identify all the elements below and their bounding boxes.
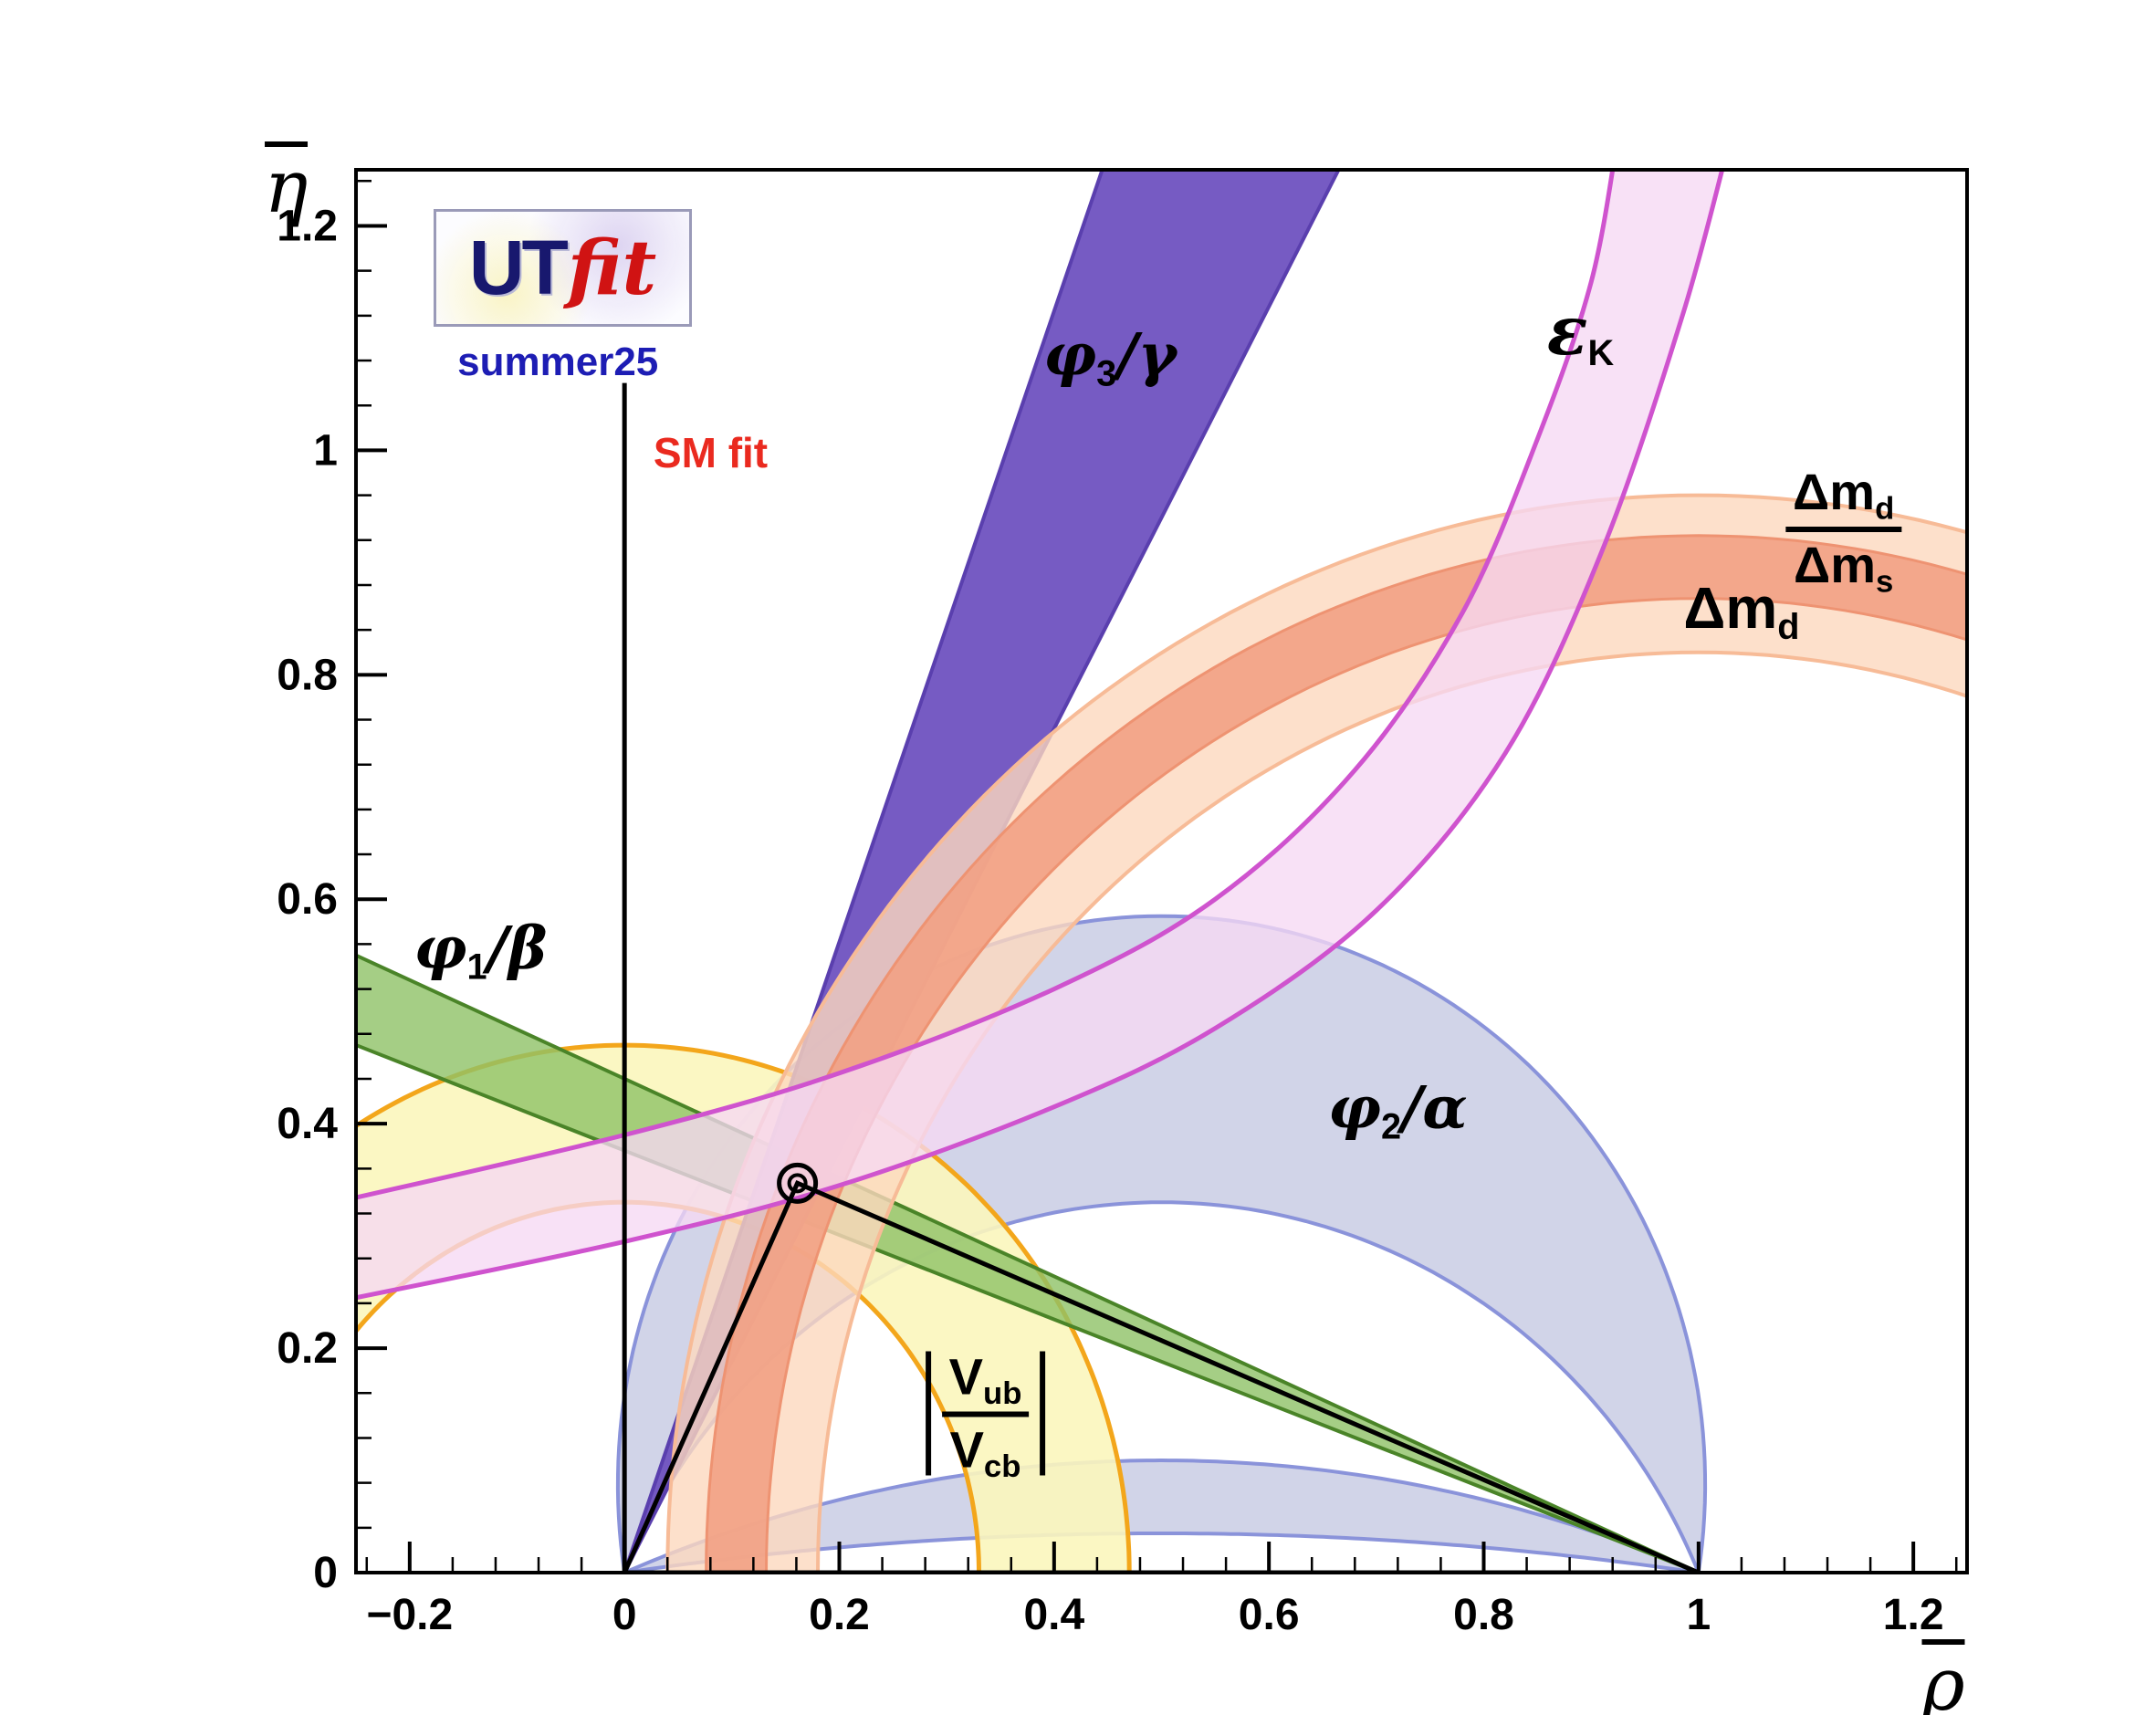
- label-eps-k: εK: [1546, 292, 1615, 374]
- band-phi1-beta: [356, 953, 1700, 1573]
- logo-ut-text: UT: [468, 225, 569, 310]
- sm-fit-label: SM fit: [653, 428, 769, 476]
- phi-glyph: φ: [1043, 320, 1097, 390]
- y-tick-label: 0.6: [277, 875, 338, 924]
- label-phi3-gamma: φ3/γ: [1043, 320, 1177, 394]
- y-axis-title-eta: η: [264, 141, 309, 224]
- label-dmd: Δmd: [1683, 574, 1800, 647]
- y-tick-label: 1.2: [277, 202, 338, 250]
- x-tick-label: 0.4: [1023, 1591, 1084, 1639]
- band-eps-k: [356, 170, 1725, 1301]
- logo-fit-text: fit: [567, 224, 657, 312]
- y-tick-label: 0.2: [277, 1324, 338, 1373]
- label-dmd-over-dms: Δmd Δms: [1785, 466, 1902, 598]
- epsilon-glyph: ε: [1546, 292, 1588, 371]
- abs-bar-left: [925, 1351, 931, 1476]
- x-tick-label: 1: [1686, 1591, 1711, 1639]
- x-tick-label: −0.2: [366, 1591, 453, 1639]
- utfit-logo: UT fit: [433, 209, 693, 327]
- abs-bar-right: [1040, 1351, 1046, 1476]
- best-fit-marker-inner: [787, 1173, 808, 1194]
- y-tick-label: 0: [313, 1549, 338, 1597]
- y-tick-label: 0.4: [277, 1100, 338, 1148]
- label-vub-vcb: Vub Vcb: [925, 1351, 1046, 1484]
- unitarity-triangle: [622, 1180, 1700, 1573]
- x-tick-label: 0.8: [1453, 1591, 1514, 1639]
- axes-layer: −0.2 0 0.2 0.4 0.6 0.8 1 1.2 0 0.2 0.4 0.6 0.8 1 1.2: [277, 168, 1969, 1639]
- label-phi1-beta: φ1/β: [413, 914, 548, 988]
- x-axis-title-rho: ρ: [1921, 1639, 1965, 1715]
- label-phi2-alpha: φ2/α: [1328, 1073, 1468, 1147]
- best-fit-marker-outer: [777, 1162, 819, 1204]
- y-tick-label: 1: [313, 426, 338, 475]
- fit-version-label: summer25: [457, 340, 659, 385]
- y-tick-label: 0.8: [277, 651, 338, 699]
- x-tick-label: 0: [612, 1591, 637, 1639]
- bands-layer: [356, 170, 1967, 1573]
- x-tick-label: 0.6: [1239, 1591, 1300, 1639]
- x-tick-label: 0.2: [809, 1591, 870, 1639]
- x-tick-label: 1.2: [1883, 1591, 1944, 1639]
